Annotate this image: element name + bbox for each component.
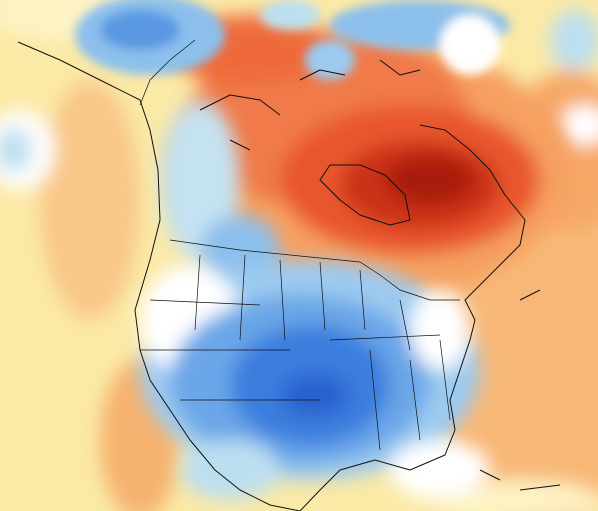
shade — [180, 440, 280, 500]
cold-north — [75, 0, 510, 80]
warm-canada — [170, 15, 570, 300]
shade — [390, 440, 490, 500]
state-borders — [140, 254, 451, 451]
shade — [280, 373, 350, 417]
east-coast — [299, 124, 526, 511]
shade — [550, 10, 598, 70]
shade — [305, 40, 355, 80]
shade — [0, 128, 32, 172]
islands — [199, 59, 561, 491]
shade — [40, 80, 140, 320]
shade — [385, 155, 475, 205]
shade — [260, 0, 320, 30]
us-canada-border — [169, 239, 460, 301]
cold-us — [140, 100, 490, 500]
alaska-border — [139, 39, 196, 106]
hudson-bay — [319, 164, 411, 226]
outlines — [17, 39, 561, 511]
shade — [410, 290, 470, 370]
shade — [100, 10, 180, 50]
shade — [440, 15, 500, 75]
west-coast — [17, 41, 301, 511]
shade — [560, 105, 598, 145]
